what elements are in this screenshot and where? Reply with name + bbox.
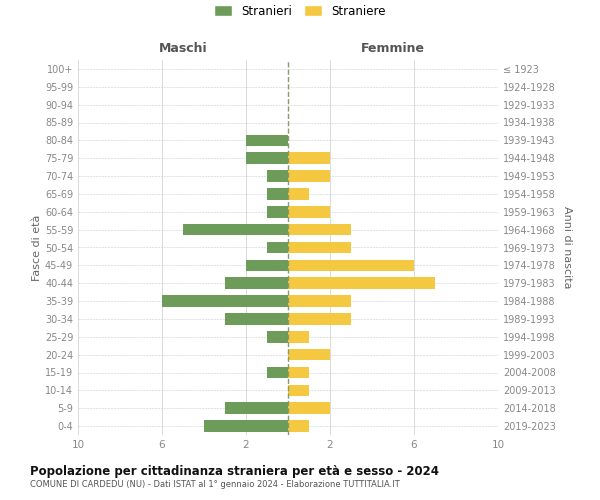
Legend: Stranieri, Straniere: Stranieri, Straniere bbox=[209, 0, 391, 22]
Bar bbox=[183, 224, 288, 235]
Bar bbox=[288, 349, 330, 360]
Bar bbox=[288, 278, 435, 289]
Y-axis label: Anni di nascita: Anni di nascita bbox=[562, 206, 572, 289]
Bar bbox=[246, 152, 288, 164]
Bar bbox=[267, 366, 288, 378]
Bar bbox=[288, 206, 330, 218]
Bar bbox=[225, 313, 288, 324]
Bar bbox=[267, 331, 288, 342]
Bar bbox=[246, 260, 288, 271]
Text: COMUNE DI CARDEDU (NU) - Dati ISTAT al 1° gennaio 2024 - Elaborazione TUTTITALIA: COMUNE DI CARDEDU (NU) - Dati ISTAT al 1… bbox=[30, 480, 400, 489]
Bar bbox=[288, 313, 351, 324]
Bar bbox=[204, 420, 288, 432]
Text: Maschi: Maschi bbox=[158, 42, 208, 54]
Bar bbox=[225, 402, 288, 414]
Bar bbox=[246, 134, 288, 146]
Bar bbox=[288, 331, 309, 342]
Bar bbox=[267, 170, 288, 182]
Bar bbox=[288, 188, 309, 200]
Text: Femmine: Femmine bbox=[361, 42, 425, 54]
Bar bbox=[267, 242, 288, 254]
Bar bbox=[288, 296, 351, 307]
Bar bbox=[162, 296, 288, 307]
Bar bbox=[288, 260, 414, 271]
Bar bbox=[288, 366, 309, 378]
Bar bbox=[288, 152, 330, 164]
Bar bbox=[267, 188, 288, 200]
Bar bbox=[267, 206, 288, 218]
Bar bbox=[288, 420, 309, 432]
Bar bbox=[288, 402, 330, 414]
Y-axis label: Fasce di età: Fasce di età bbox=[32, 214, 42, 280]
Bar bbox=[288, 384, 309, 396]
Bar bbox=[288, 170, 330, 182]
Bar bbox=[288, 224, 351, 235]
Bar bbox=[225, 278, 288, 289]
Text: Popolazione per cittadinanza straniera per età e sesso - 2024: Popolazione per cittadinanza straniera p… bbox=[30, 465, 439, 478]
Bar bbox=[288, 242, 351, 254]
